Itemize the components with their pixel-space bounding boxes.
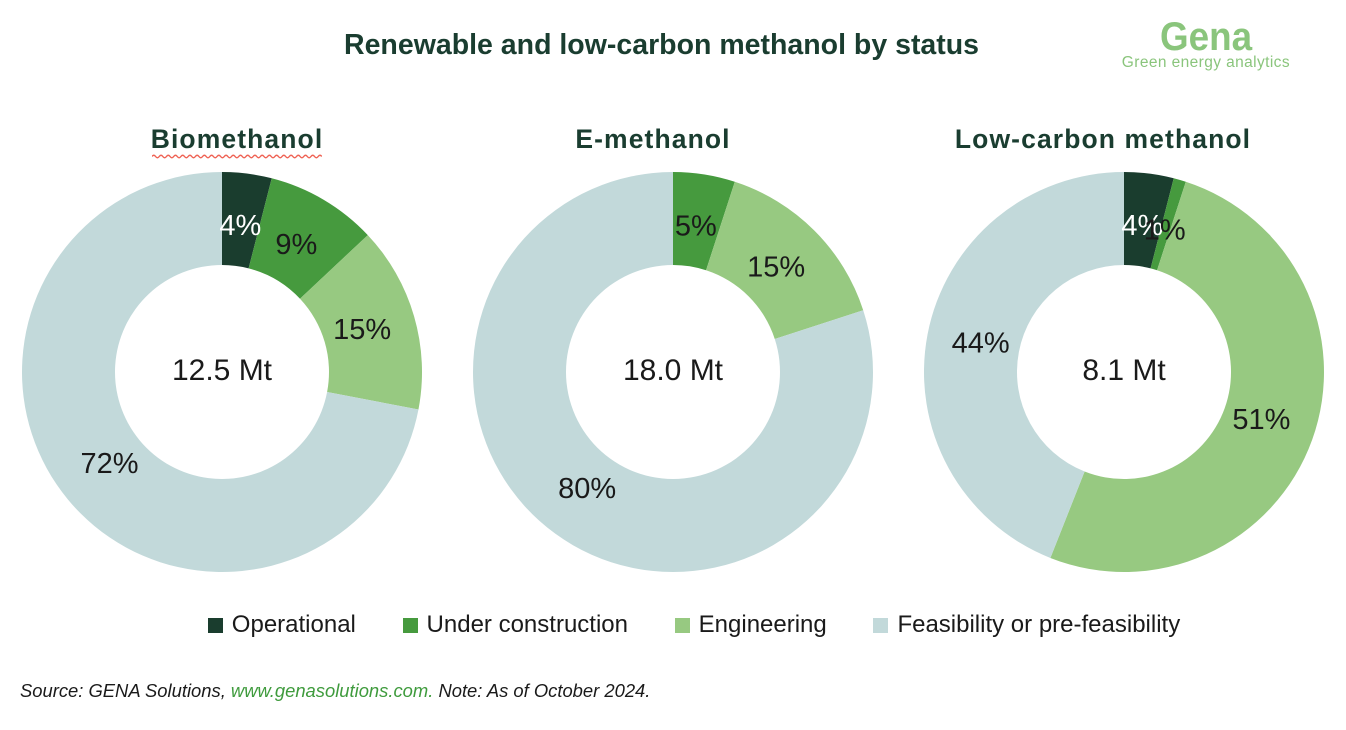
svg-text:8.1 Mt: 8.1 Mt (1082, 354, 1166, 387)
svg-text:4%: 4% (219, 210, 261, 242)
svg-text:9%: 9% (275, 229, 317, 261)
svg-text:44%: 44% (952, 327, 1010, 359)
svg-text:1%: 1% (1144, 214, 1186, 246)
svg-text:12.5 Mt: 12.5 Mt (172, 354, 273, 387)
svg-text:15%: 15% (333, 314, 391, 346)
svg-text:18.0 Mt: 18.0 Mt (623, 354, 724, 387)
svg-text:5%: 5% (675, 210, 717, 242)
svg-text:80%: 80% (558, 473, 616, 505)
svg-text:72%: 72% (80, 448, 138, 480)
svg-text:15%: 15% (747, 251, 805, 283)
svg-text:51%: 51% (1232, 404, 1290, 436)
